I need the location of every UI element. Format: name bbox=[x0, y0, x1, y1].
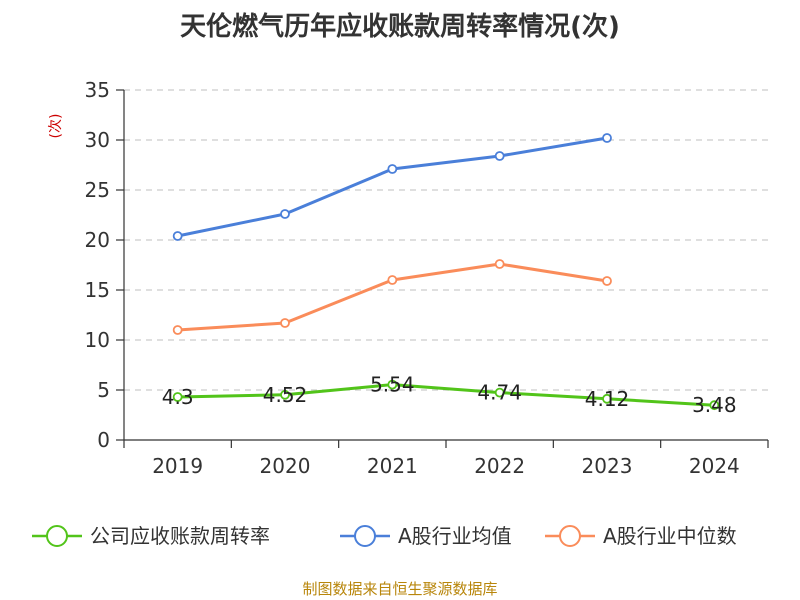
x-tick-label: 2023 bbox=[582, 454, 633, 478]
data-point bbox=[172, 392, 183, 402]
y-tick-label: 0 bbox=[97, 428, 110, 452]
data-point bbox=[709, 400, 720, 411]
series-line-0 bbox=[177, 383, 715, 407]
legend-marker bbox=[559, 525, 581, 547]
legend-label: 公司应收账款周转率 bbox=[90, 524, 270, 548]
data-label: 4.52 bbox=[263, 383, 308, 407]
source-note: 制图数据来自恒生聚源数据库 bbox=[302, 580, 498, 598]
chart-title: 天伦燃气历年应收账款周转率情况(次) bbox=[180, 12, 620, 42]
data-label: 4.74 bbox=[477, 381, 522, 405]
legend-label: A股行业中位数 bbox=[603, 524, 737, 548]
data-point bbox=[602, 276, 612, 286]
data-point bbox=[387, 379, 398, 390]
series-line-1 bbox=[177, 136, 608, 238]
data-point bbox=[280, 389, 290, 400]
data-point bbox=[172, 325, 183, 335]
data-point bbox=[280, 318, 290, 328]
data-point bbox=[172, 231, 183, 241]
data-point bbox=[387, 275, 398, 285]
x-tick-label: 2022 bbox=[474, 454, 525, 478]
data-point bbox=[280, 209, 290, 219]
data-point bbox=[494, 259, 505, 269]
data-point bbox=[602, 133, 612, 143]
data-point bbox=[602, 393, 612, 404]
data-point bbox=[494, 387, 505, 398]
data-label: 4.3 bbox=[162, 385, 194, 409]
legend-label: A股行业均值 bbox=[398, 524, 512, 548]
legend-marker bbox=[46, 525, 68, 547]
data-point bbox=[387, 164, 398, 174]
y-tick-label: 30 bbox=[85, 128, 110, 152]
x-tick-label: 2019 bbox=[152, 454, 203, 478]
series-line-2 bbox=[177, 262, 608, 332]
data-label: 3.48 bbox=[692, 393, 737, 417]
y-axis-label: (次) bbox=[48, 114, 64, 139]
y-tick-label: 5 bbox=[97, 378, 110, 402]
y-tick-label: 35 bbox=[85, 78, 110, 102]
x-tick-label: 2021 bbox=[367, 454, 418, 478]
data-label: 5.54 bbox=[370, 373, 415, 397]
y-tick-label: 10 bbox=[85, 328, 110, 352]
x-tick-label: 2024 bbox=[689, 454, 740, 478]
data-point bbox=[494, 151, 505, 161]
y-tick-label: 20 bbox=[85, 228, 110, 252]
data-label: 4.12 bbox=[585, 387, 630, 411]
y-tick-label: 15 bbox=[85, 278, 110, 302]
legend-marker bbox=[354, 525, 376, 547]
y-tick-label: 25 bbox=[85, 178, 110, 202]
x-tick-label: 2020 bbox=[260, 454, 311, 478]
